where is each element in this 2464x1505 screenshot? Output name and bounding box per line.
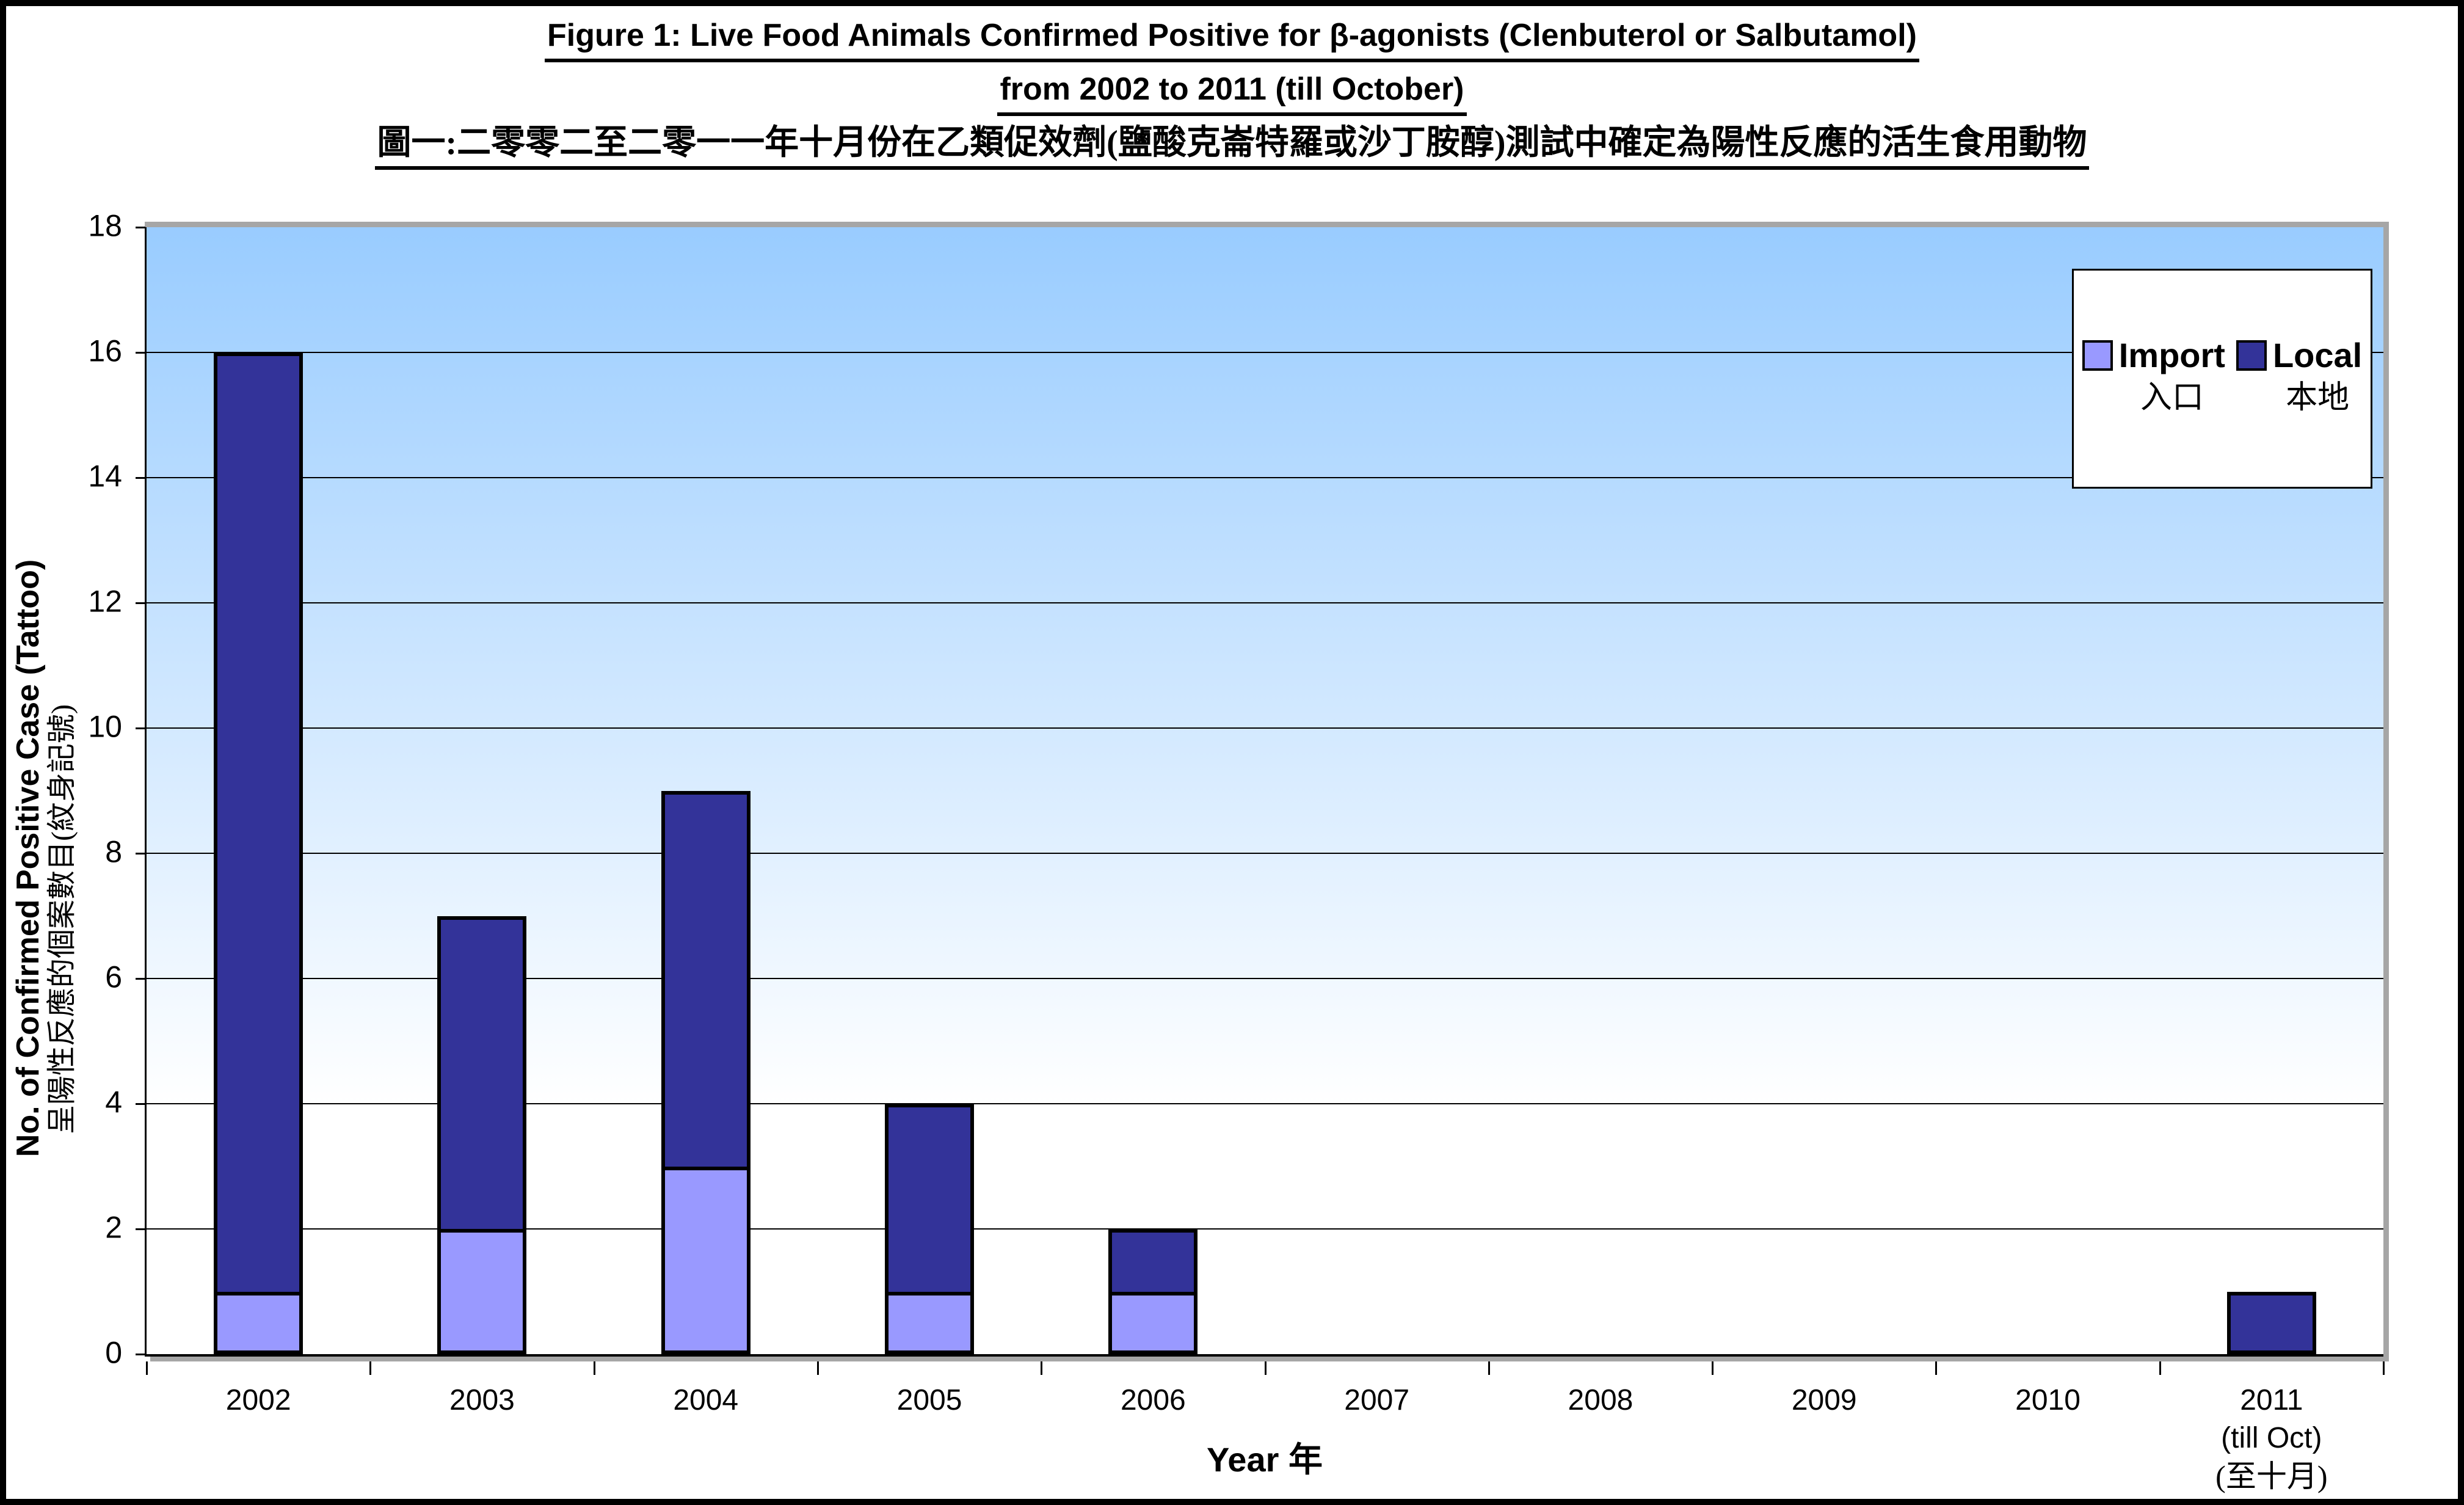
x-axis-line	[145, 1354, 2383, 1357]
y-axis-label-2: 2	[105, 1210, 122, 1245]
x-axis-title-english: Year	[1207, 1440, 1279, 1479]
x-axis-tick-6	[1488, 1361, 1490, 1375]
y-axis-label-10: 10	[88, 709, 122, 744]
x-axis-category-label-line: (till Oct)	[2221, 1422, 2322, 1454]
gridline-y-16	[147, 352, 2383, 353]
plot-border-top	[145, 222, 2389, 227]
x-axis-tick-5	[1264, 1361, 1267, 1375]
x-axis-category-label-line: (至十月)	[2215, 1459, 2328, 1493]
legend-swatch-local	[2236, 340, 2267, 371]
gridline-y-14	[147, 477, 2383, 478]
x-axis-category-label-2010: 2010	[1936, 1382, 2159, 1419]
bar-segment-import-2005	[889, 1291, 971, 1350]
chart-title-row-3-chinese: 圖一:二零零二至二零一一年十月份在乙類促效劑(鹽酸克崙特羅或沙丁胺醇)測試中確定…	[0, 125, 2464, 170]
x-axis-category-label-line: 2002	[225, 1384, 291, 1416]
legend-item-import-row: Import	[2082, 336, 2225, 375]
x-axis-category-label-line: 2005	[896, 1384, 962, 1416]
chart-title-line-1: Figure 1: Live Food Animals Confirmed Po…	[545, 17, 1919, 62]
legend-swatch-import	[2082, 340, 2113, 371]
x-axis-category-label-line: 2009	[1791, 1384, 1857, 1416]
y-axis-label-18: 18	[88, 208, 122, 243]
x-axis-category-label-line: 2008	[1568, 1384, 1634, 1416]
x-axis-tick-8	[1935, 1361, 1938, 1375]
x-axis-category-label-2003: 2003	[370, 1382, 594, 1419]
y-axis-tick-14	[136, 477, 145, 479]
bar-2002	[214, 352, 303, 1354]
gridline-y-6	[147, 978, 2383, 979]
chart-title-line-3-chinese: 圖一:二零零二至二零一一年十月份在乙類促效劑(鹽酸克崙特羅或沙丁胺醇)測試中確定…	[374, 125, 2090, 170]
legend-label-import: Import	[2118, 336, 2225, 374]
legend-label-local: Local	[2272, 336, 2363, 374]
bar-2011	[2226, 1291, 2316, 1354]
gridline-y-8	[147, 853, 2383, 854]
x-axis-category-label-line: 2003	[449, 1384, 515, 1416]
x-axis-category-label-line: 2006	[1120, 1384, 1186, 1416]
x-axis-title-chinese: 年	[1288, 1441, 1323, 1479]
x-axis-category-label-2004: 2004	[594, 1382, 818, 1419]
y-axis-tick-6	[136, 978, 145, 980]
chart-title-row-2: from 2002 to 2011 (till October)	[0, 71, 2464, 116]
x-axis-category-label-2002: 2002	[147, 1382, 370, 1419]
bar-2004	[661, 790, 750, 1354]
x-axis-category-label-line: 2010	[2015, 1384, 2081, 1416]
x-axis-tick-4	[1041, 1361, 1043, 1375]
y-axis-label-16: 16	[88, 333, 122, 368]
y-axis-tick-16	[136, 352, 145, 354]
gridline-y-4	[147, 1103, 2383, 1104]
gridline-y-12	[147, 602, 2383, 603]
plot-border-bottom-shadow	[150, 1357, 2389, 1361]
legend-item-import: Import 入口	[2082, 336, 2225, 421]
x-axis-tick-9	[2159, 1361, 2161, 1375]
y-axis-label-12: 12	[88, 584, 122, 619]
y-axis-label-0: 0	[105, 1335, 122, 1370]
x-axis-tick-10	[2383, 1361, 2385, 1375]
x-axis-category-label-2009: 2009	[1712, 1382, 1936, 1419]
x-axis-title: Year 年	[1207, 1432, 1323, 1482]
x-axis-tick-0	[146, 1361, 148, 1375]
y-axis-tick-4	[136, 1103, 145, 1105]
y-axis-tick-8	[136, 853, 145, 855]
legend-item-local: Local 本地	[2236, 336, 2362, 421]
x-axis-category-label-2006: 2006	[1041, 1382, 1265, 1419]
x-axis-category-label-2011: 2011 (till Oct) (至十月)	[2160, 1382, 2383, 1495]
chart-title-row-1: Figure 1: Live Food Animals Confirmed Po…	[0, 17, 2464, 62]
x-axis-tick-1	[369, 1361, 372, 1375]
bar-segment-import-2004	[664, 1166, 747, 1350]
gridline-y-2	[147, 1228, 2383, 1230]
legend-box: Import 入口 Local 本地	[2072, 269, 2372, 489]
y-axis-tick-18	[136, 227, 145, 228]
x-axis-category-label-line: 2007	[1344, 1384, 1410, 1416]
x-axis-tick-3	[816, 1361, 819, 1375]
legend-label-import-chinese: 入口	[2140, 381, 2204, 415]
plot-border-right	[2383, 222, 2389, 1361]
x-axis-category-label-line: 2004	[673, 1384, 739, 1416]
y-axis-tick-12	[136, 602, 145, 604]
y-axis-label-14: 14	[88, 459, 122, 494]
y-axis-label-6: 6	[105, 960, 122, 994]
bar-segment-import-2002	[217, 1291, 300, 1350]
y-axis-tick-2	[136, 1228, 145, 1230]
gridline-y-10	[147, 727, 2383, 729]
bar-segment-import-2003	[441, 1229, 523, 1350]
bar-2005	[885, 1104, 975, 1354]
legend-label-local-chinese: 本地	[2286, 381, 2350, 415]
y-axis-label-4: 4	[105, 1085, 122, 1120]
y-axis-title-chinese: 呈陽性反應的個案數目(紋身記號)	[46, 704, 78, 1134]
chart-title-line-2: from 2002 to 2011 (till October)	[997, 71, 1467, 116]
x-axis-category-label-line: 2011	[2240, 1384, 2303, 1416]
x-axis-tick-7	[1712, 1361, 1714, 1375]
bar-2003	[437, 916, 527, 1354]
y-axis-label-8: 8	[105, 834, 122, 869]
x-axis-tick-2	[593, 1361, 595, 1375]
x-axis-category-label-2005: 2005	[818, 1382, 1041, 1419]
bar-segment-import-2006	[1112, 1291, 1194, 1350]
x-axis-category-label-2007: 2007	[1265, 1382, 1489, 1419]
y-axis-tick-10	[136, 727, 145, 729]
y-axis-line	[145, 227, 147, 1357]
bar-2006	[1108, 1229, 1198, 1354]
x-axis-category-label-2008: 2008	[1489, 1382, 1712, 1419]
legend-item-local-row: Local	[2236, 336, 2362, 375]
y-axis-tick-0	[136, 1354, 145, 1355]
